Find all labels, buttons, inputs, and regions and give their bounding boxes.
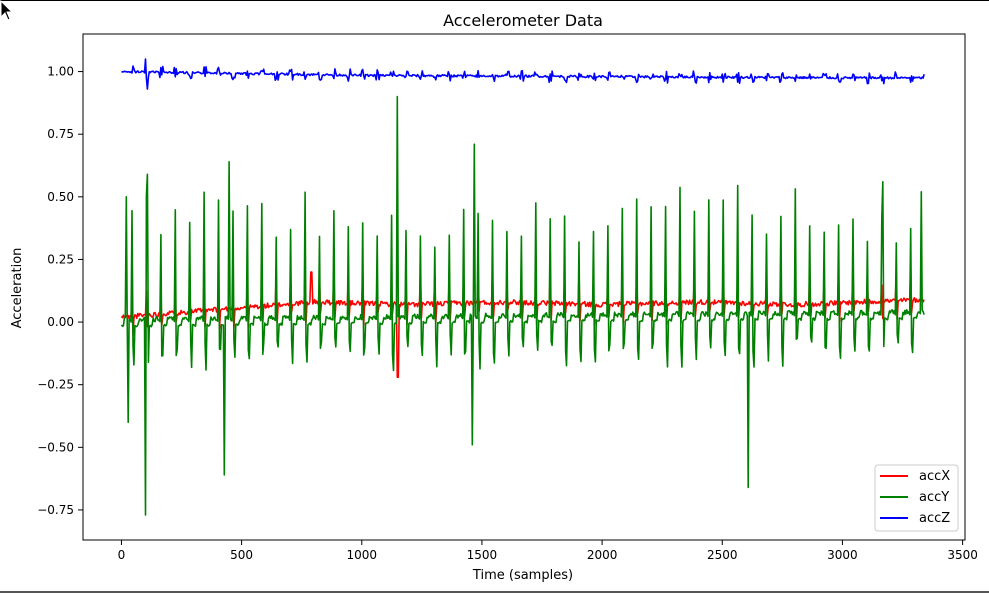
x-tick-label: 2500 xyxy=(707,548,738,562)
x-tick-label: 1000 xyxy=(347,548,378,562)
y-tick-label: −0.25 xyxy=(37,378,74,392)
legend-label-accZ: accZ xyxy=(919,511,950,526)
series-line-accZ xyxy=(121,58,925,90)
x-axis-label: Time (samples) xyxy=(472,568,573,583)
y-tick-label: 1.00 xyxy=(47,65,74,79)
legend-box xyxy=(874,464,959,532)
y-tick-label: −0.50 xyxy=(37,440,74,454)
y-tick-label: 0.75 xyxy=(47,127,74,141)
x-tick-label: 3500 xyxy=(947,548,978,562)
series-line-accY xyxy=(120,95,925,516)
y-tick-label: −0.75 xyxy=(37,503,74,517)
legend: accX accY accZ xyxy=(874,464,959,532)
x-tick-label: 0 xyxy=(118,548,126,562)
y-tick-label: 0.00 xyxy=(47,315,74,329)
series-layer xyxy=(120,58,925,516)
y-tick-label: 0.50 xyxy=(47,190,74,204)
legend-label-accY: accY xyxy=(919,490,949,505)
chart-title: Accelerometer Data xyxy=(443,11,603,30)
mouse-cursor-icon xyxy=(0,0,14,21)
legend-label-accX: accX xyxy=(919,469,950,484)
window-top-border xyxy=(0,0,989,1)
x-axis-ticks: 0 500 1000 1500 2000 2500 3000 3500 xyxy=(118,540,978,562)
y-axis-ticks: −0.75 −0.50 −0.25 0.00 0.25 0.50 0.75 1.00 xyxy=(37,65,83,517)
x-tick-label: 3000 xyxy=(827,548,858,562)
window-bottom-border xyxy=(0,591,989,593)
x-tick-label: 500 xyxy=(230,548,253,562)
y-axis-label: Acceleration xyxy=(10,248,25,329)
y-tick-label: 0.25 xyxy=(47,252,74,266)
x-tick-label: 1500 xyxy=(467,548,498,562)
x-tick-label: 2000 xyxy=(587,548,618,562)
plot-frame xyxy=(82,33,966,541)
